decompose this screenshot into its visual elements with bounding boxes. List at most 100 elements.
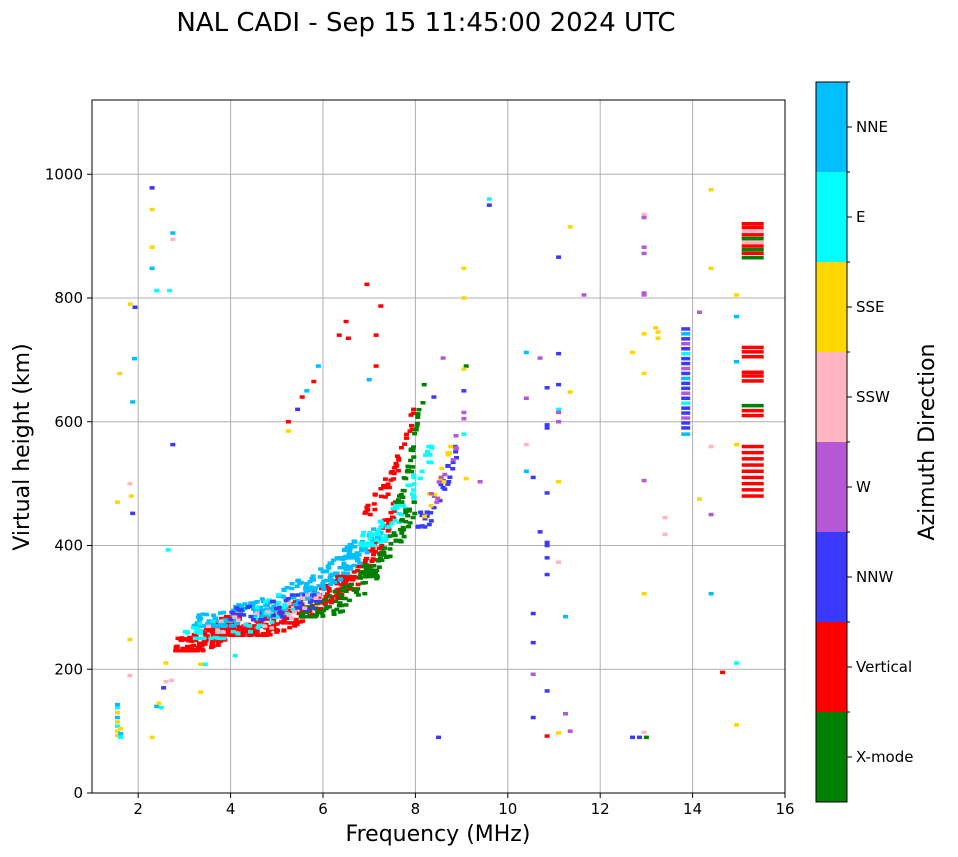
echo-point [382,546,388,550]
echo-point [274,606,280,611]
echo-point [741,256,764,260]
echo-point [556,560,562,564]
echo-point [206,629,212,633]
echo-point [237,625,242,630]
echo-point [368,533,374,538]
echo-point [681,396,691,400]
echo-point [362,580,368,585]
echo-point [389,521,395,526]
echo-point [149,735,155,740]
echo-point [441,480,447,484]
echo-point [167,288,173,293]
y-tick-label: 200 [54,660,83,678]
echo-point [212,635,218,640]
echo-point [187,648,193,653]
echo-point [741,345,764,350]
echo-point [641,245,647,249]
echo-point [312,593,317,597]
echo-point [235,621,241,626]
echo-point [409,492,415,496]
echo-point [697,497,702,501]
echo-point [398,539,404,544]
echo-point [440,356,446,360]
echo-point [523,442,529,447]
echo-point [411,455,417,459]
echo-point [322,602,328,606]
y-tick-label: 800 [54,289,83,307]
echo-point [294,622,300,626]
echo-point [303,610,309,614]
echo-point [195,645,201,649]
echo-point [149,207,155,212]
echo-point [349,545,355,549]
colorbar-segment [816,172,847,262]
echo-point [332,589,338,594]
echo-point [544,540,550,545]
echo-point [641,291,647,295]
echo-point [117,371,123,376]
echo-point [302,614,308,619]
echo-point [290,621,296,625]
echo-point [398,446,404,450]
echo-point [197,624,203,628]
echo-point [127,302,133,306]
echo-point [365,503,371,508]
echo-point [348,567,354,571]
echo-point [681,401,691,405]
echo-point [567,225,573,229]
grid-lines [92,100,786,794]
echo-point [321,579,327,583]
echo-point [285,420,291,424]
echo-point [741,403,764,408]
echo-point [209,621,215,626]
echo-point [337,574,343,579]
echo-point [445,453,451,457]
echo-point [314,613,319,617]
y-tick-label: 0 [73,784,83,802]
echo-point [197,621,203,626]
echo-point [236,603,242,607]
echo-point [431,395,437,399]
echo-point [446,480,452,484]
echo-point [326,589,332,593]
echo-point [301,593,307,597]
echo-point [307,606,313,611]
echo-point [329,600,334,605]
echo-point [372,507,378,512]
echo-point [304,389,310,393]
echo-point [240,633,246,637]
echo-point [263,600,269,604]
echo-point [250,603,256,608]
echo-point [340,609,346,613]
echo-point [381,483,387,488]
echo-point [326,605,332,609]
echo-point [407,483,413,488]
echo-point [360,534,366,538]
echo-point [114,724,120,728]
echo-point [544,556,550,560]
x-axis-ticks: 2 4 6 8 10 12 14 16 [133,793,795,818]
echo-point [403,510,409,515]
echo-point [330,558,336,562]
echo-point [341,563,347,567]
echo-point [406,509,412,513]
echo-point [285,597,291,601]
echo-point [319,611,325,615]
echo-point [342,596,348,601]
echo-point [284,586,290,590]
echo-point [242,602,248,606]
echo-point [681,381,691,386]
echo-point [364,505,370,510]
echo-point [217,626,223,631]
echo-point [376,546,382,550]
echo-point [563,614,568,619]
echo-point [324,583,330,588]
echo-point [662,532,668,537]
echo-point [388,478,394,482]
echo-point [544,689,550,693]
echo-point [365,543,371,548]
echo-point [348,553,354,557]
echo-point [370,549,376,553]
echo-point [114,710,120,715]
echo-point [229,633,235,637]
